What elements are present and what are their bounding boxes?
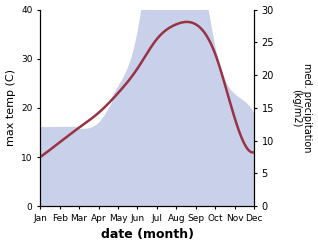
X-axis label: date (month): date (month) — [100, 228, 194, 242]
Y-axis label: max temp (C): max temp (C) — [5, 69, 16, 146]
Y-axis label: med. precipitation
(kg/m2): med. precipitation (kg/m2) — [291, 63, 313, 153]
